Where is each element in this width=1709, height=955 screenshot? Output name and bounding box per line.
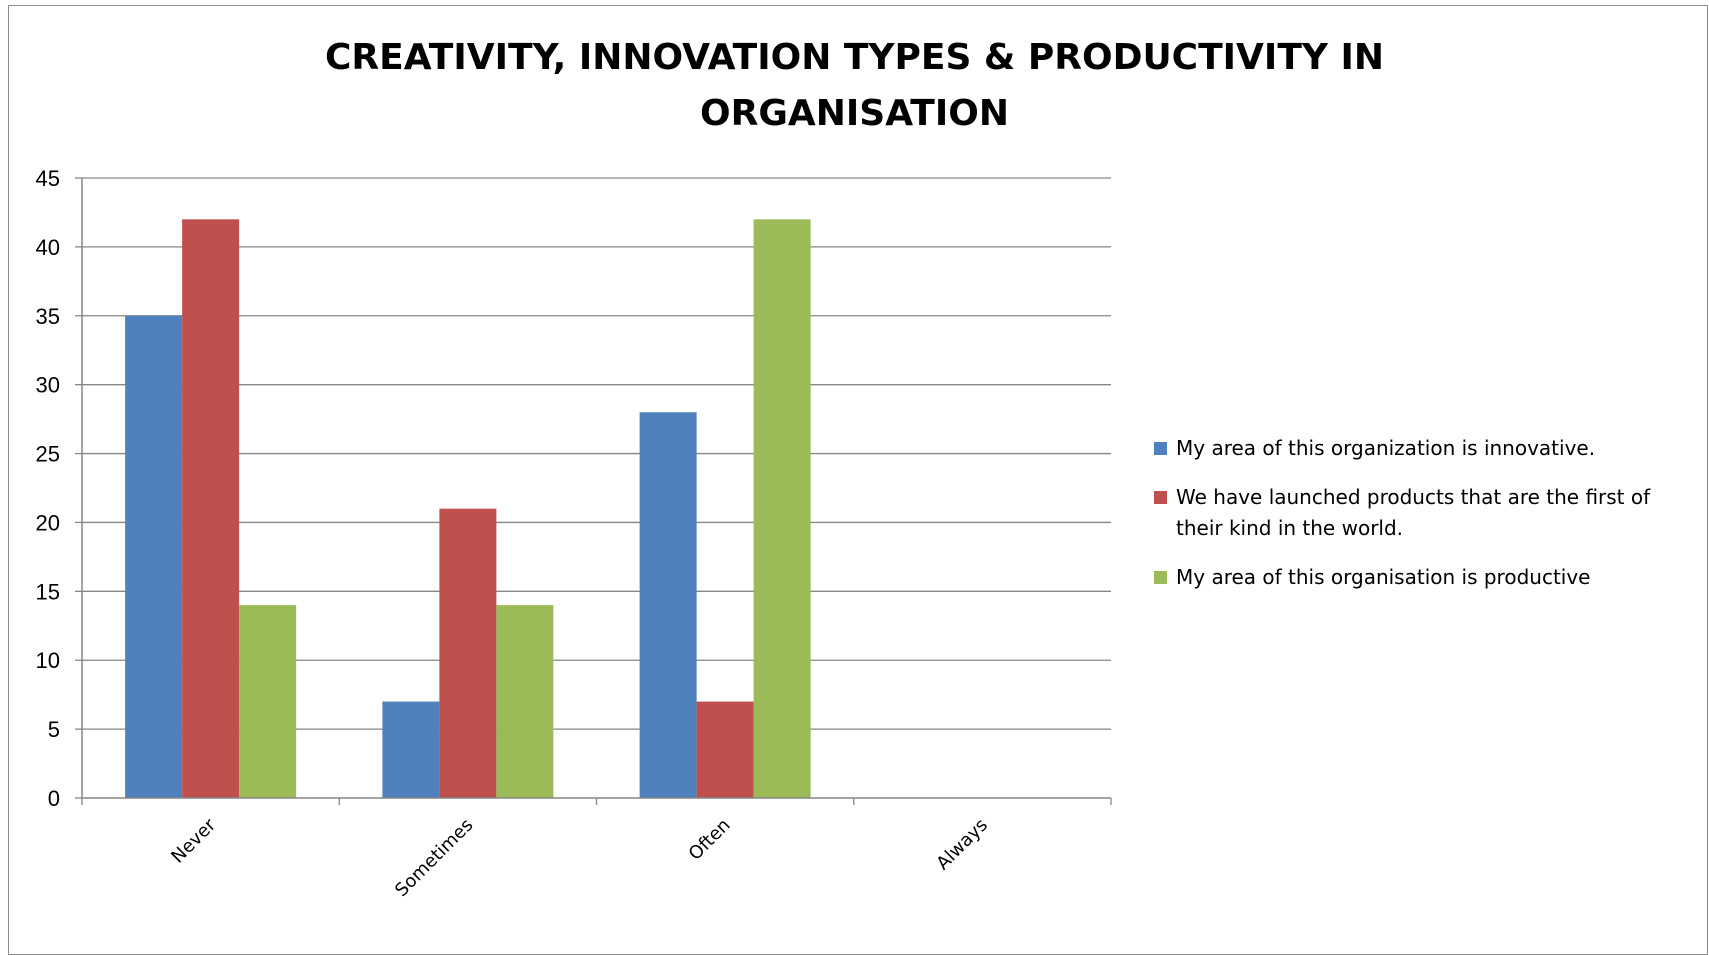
- y-tick-label-20: 20: [36, 510, 60, 535]
- legend-swatch-innovative: [1154, 442, 1167, 455]
- axes: [75, 177, 1112, 805]
- bar-often-series-3: [753, 219, 811, 799]
- bar-sometimes-series-3: [496, 605, 554, 798]
- y-tick-label-15: 15: [36, 579, 60, 604]
- x-tick-label-never: Never: [167, 814, 220, 867]
- x-tick-label-often: Often: [685, 815, 735, 865]
- chart-title-line-1: CREATIVITY, INNOVATION TYPES & PRODUCTIV…: [325, 37, 1384, 78]
- y-tick-label-40: 40: [36, 235, 60, 260]
- bar-never-series-2: [182, 219, 240, 799]
- y-tick-label-30: 30: [36, 373, 60, 398]
- bars: [125, 219, 811, 799]
- x-axis-ticks: Never Sometimes Often Always: [167, 814, 992, 901]
- legend-label-productive: My area of this organisation is producti…: [1176, 565, 1591, 589]
- y-axis-ticks: 0 5 10 15 20 25 30 35 40 45: [36, 166, 60, 811]
- x-tick-label-sometimes: Sometimes: [391, 815, 477, 901]
- bar-never-series-1: [125, 315, 183, 798]
- y-tick-label-10: 10: [36, 648, 60, 673]
- gridlines: [82, 177, 1111, 730]
- chart-title-line-2: ORGANISATION: [700, 93, 1009, 134]
- legend-item-launched-products: We have launched products that are the f…: [1154, 482, 1694, 544]
- chart-title: CREATIVITY, INNOVATION TYPES & PRODUCTIV…: [0, 30, 1709, 142]
- bar-often-series-2: [696, 701, 754, 798]
- y-tick-label-25: 25: [36, 442, 60, 467]
- bar-sometimes-series-1: [382, 701, 440, 798]
- legend: My area of this organization is innovati…: [1154, 433, 1694, 611]
- legend-swatch-productive: [1154, 571, 1167, 584]
- legend-item-innovative: My area of this organization is innovati…: [1154, 433, 1694, 464]
- legend-item-productive: My area of this organisation is producti…: [1154, 562, 1694, 593]
- y-tick-label-0: 0: [48, 786, 60, 811]
- y-tick-label-5: 5: [48, 717, 60, 742]
- legend-label-innovative: My area of this organization is innovati…: [1176, 436, 1596, 460]
- bar-never-series-3: [239, 605, 297, 798]
- bar-sometimes-series-2: [439, 508, 497, 798]
- legend-swatch-launched-products: [1154, 491, 1167, 504]
- y-tick-label-35: 35: [36, 304, 60, 329]
- x-tick-label-always: Always: [932, 815, 991, 874]
- legend-label-launched-products: We have launched products that are the f…: [1176, 485, 1651, 540]
- bar-often-series-1: [639, 412, 697, 798]
- y-tick-label-45: 45: [36, 166, 60, 191]
